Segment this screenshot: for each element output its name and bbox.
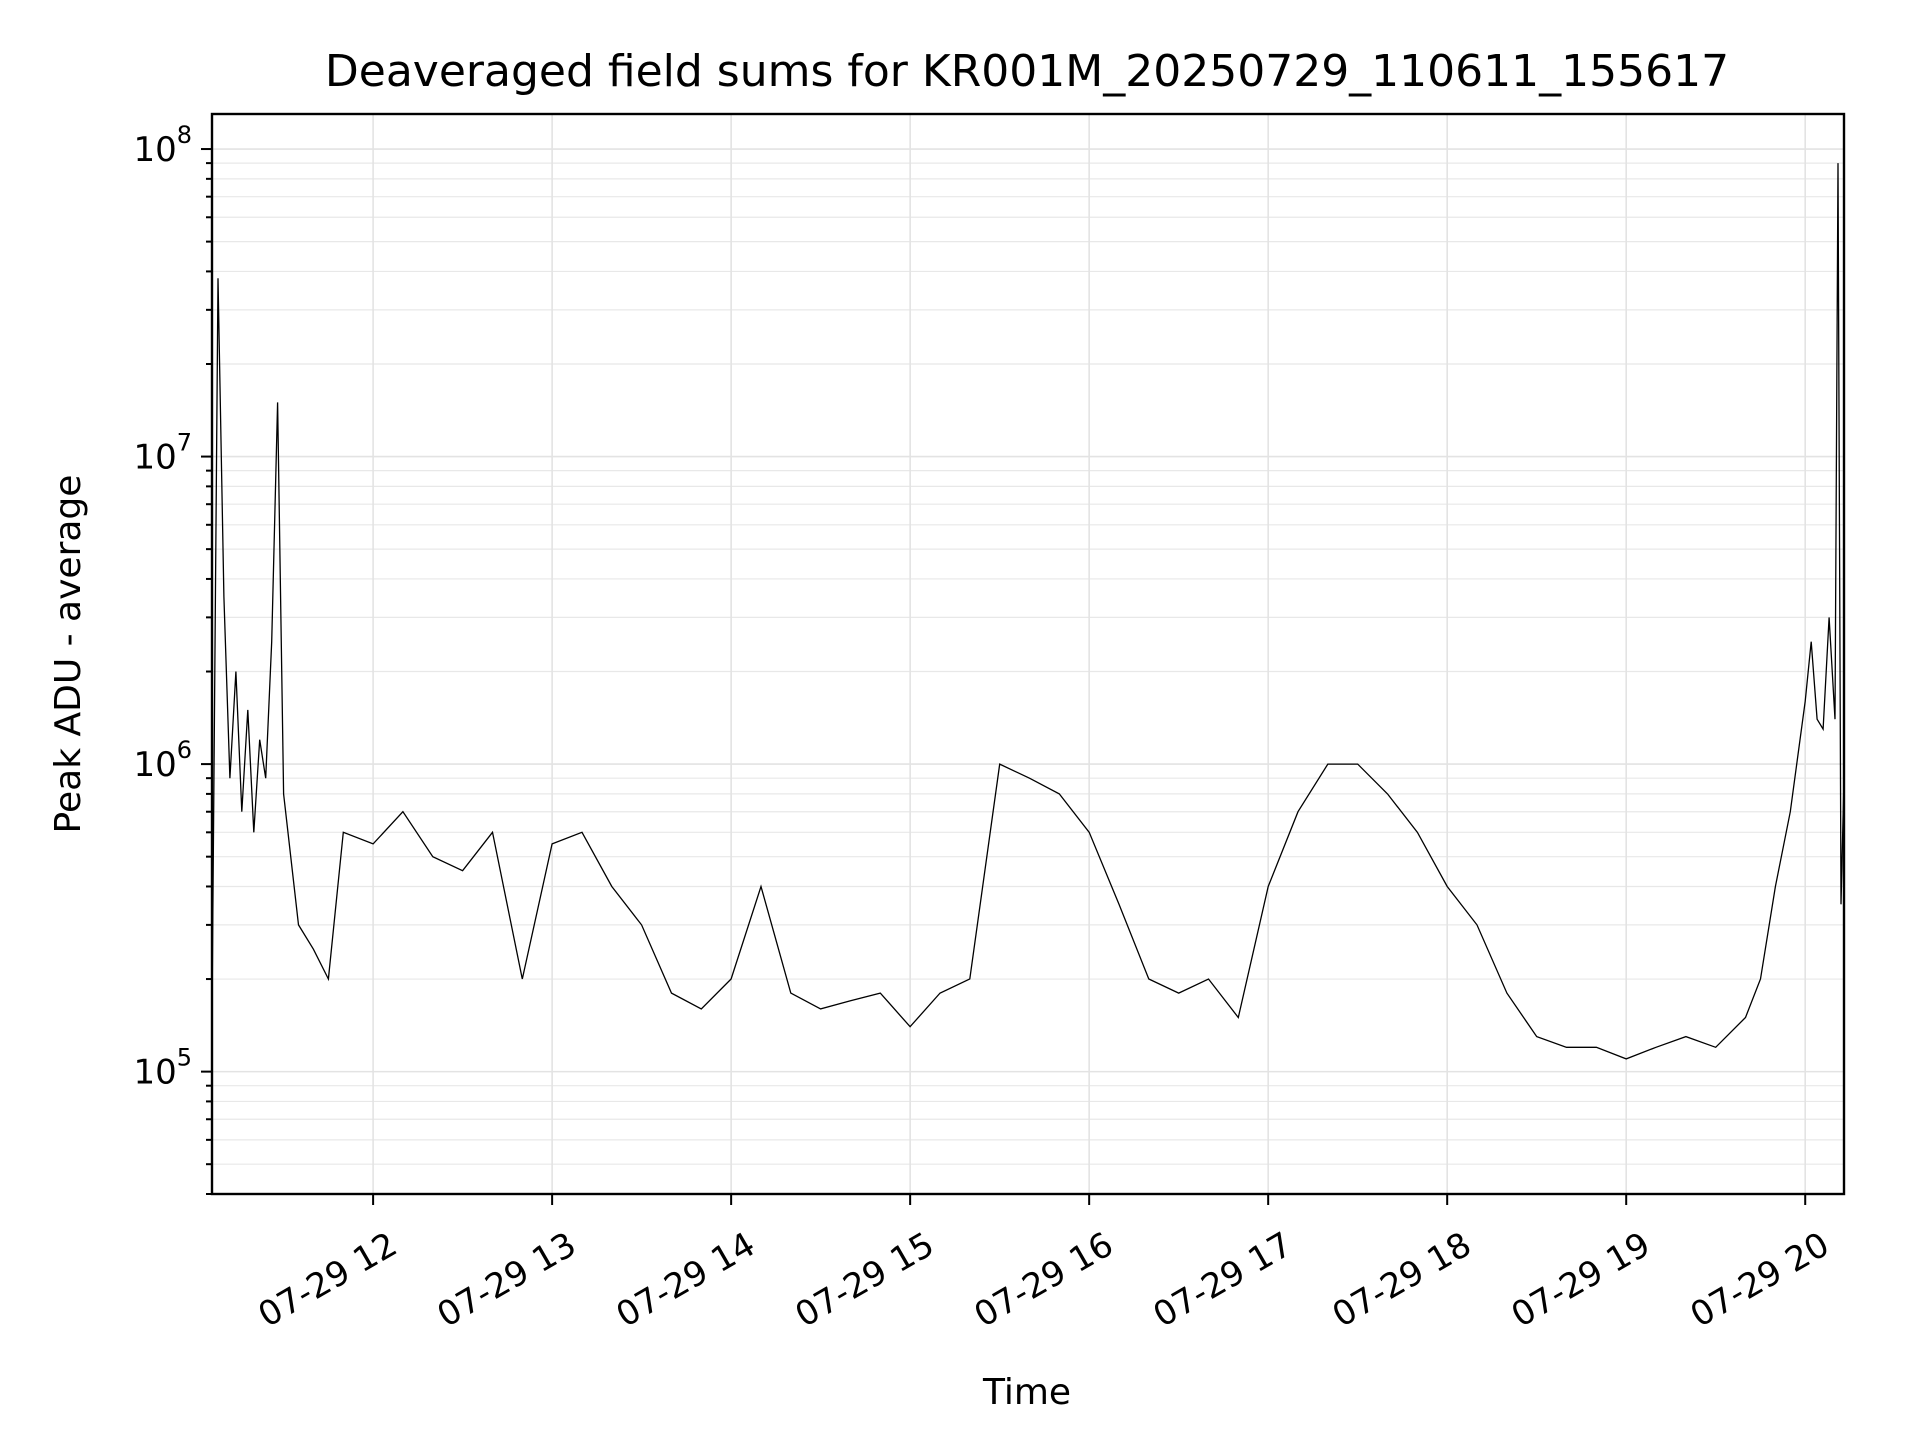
x-axis: 07-29 12 07-29 13 07-29 14 07-29 15 07-29 16… [252,1194,1836,1336]
x-axis-label: Time [982,1372,1071,1413]
y-tick-label: 106 [133,736,192,785]
y-axis: 105 106 107 108 [133,121,212,1195]
x-tick-label: 07-29 16 [968,1225,1120,1336]
x-tick-label: 07-29 13 [431,1225,583,1336]
x-tick-label: 07-29 17 [1147,1225,1299,1336]
series-layer [211,163,1845,1060]
x-tick-label: 07-29 15 [789,1225,941,1336]
grid [212,114,1844,1195]
y-tick-label: 107 [133,429,192,478]
plot-frame [210,112,1846,1196]
y-tick-label: 108 [133,121,192,170]
x-tick-label: 07-29 18 [1326,1225,1478,1336]
chart-title: Deaveraged field sums for KR001M_2025072… [325,46,1729,97]
x-tick-label: 07-29 12 [252,1225,404,1336]
x-tick-label: 07-29 19 [1505,1225,1657,1336]
y-tick-label: 105 [133,1044,192,1093]
series-line [211,163,1845,1060]
x-tick-label: 07-29 20 [1684,1225,1836,1336]
y-axis-label: Peak ADU - average [48,475,89,834]
x-tick-label: 07-29 14 [610,1225,762,1336]
